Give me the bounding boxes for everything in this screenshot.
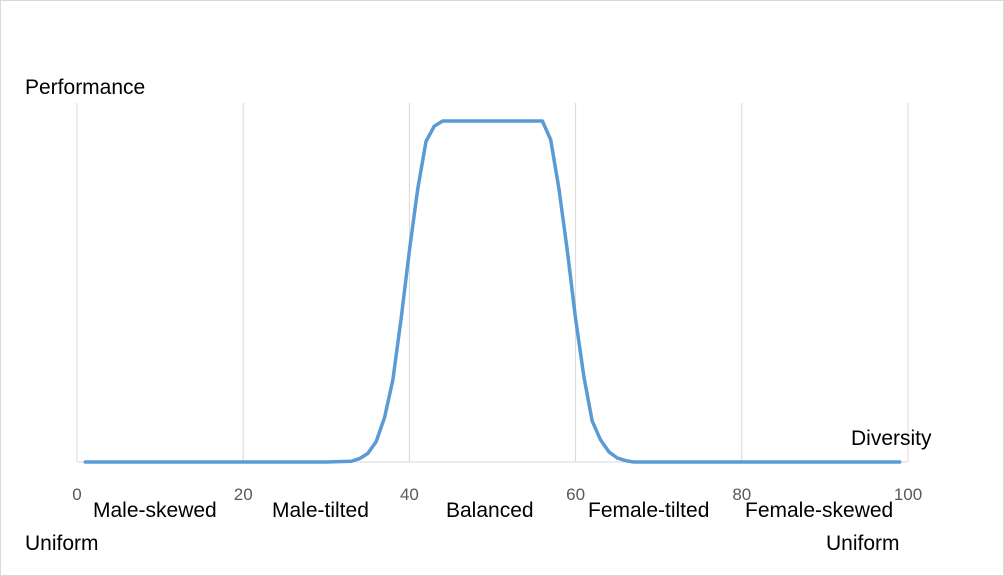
end-label-left-uniform: Uniform [25, 532, 99, 555]
x-axis-label: Diversity [851, 427, 932, 450]
category-label-balanced: Balanced [446, 499, 534, 522]
x-tick-label: 40 [400, 485, 419, 504]
x-tick-label: 0 [72, 485, 81, 504]
x-tick-label: 100 [894, 485, 922, 504]
x-tick-label: 60 [566, 485, 585, 504]
category-label-male-skewed: Male-skewed [93, 499, 217, 522]
gridlines [76, 103, 909, 462]
y-axis-label: Performance [25, 76, 146, 99]
end-label-right-uniform: Uniform [826, 532, 900, 555]
x-tick-labels: 0 20 40 60 80 100 [72, 485, 922, 504]
category-label-female-tilted: Female-tilted [588, 499, 710, 522]
series-line-0 [83, 119, 902, 464]
category-label-male-tilted: Male-tilted [272, 499, 369, 522]
series-layer [83, 119, 902, 464]
category-label-female-skewed: Female-skewed [745, 499, 894, 522]
x-tick-label: 20 [234, 485, 253, 504]
x-tick-label: 80 [732, 485, 751, 504]
